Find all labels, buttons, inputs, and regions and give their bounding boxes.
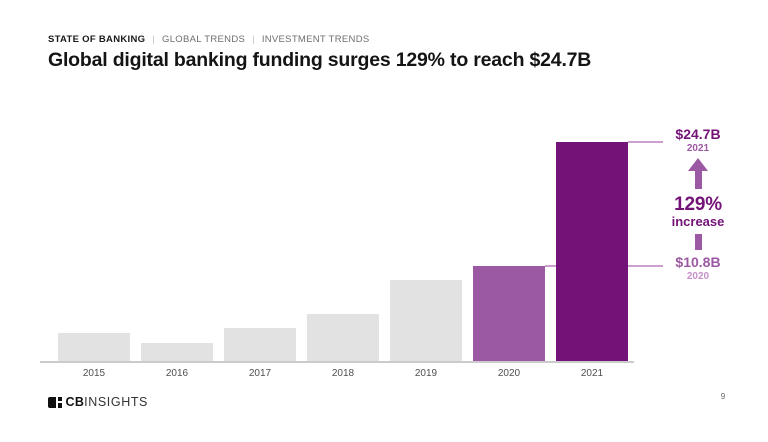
annotation-value-2021: $24.7B xyxy=(675,126,721,142)
breadcrumb-separator: | xyxy=(152,34,156,45)
pct-change-value: 129% xyxy=(674,194,722,215)
x-axis-line xyxy=(40,361,634,363)
breadcrumb-item-investment-trends: INVESTMENT TRENDS xyxy=(261,34,370,45)
arrow-shaft-lower xyxy=(694,234,702,250)
annotation-value-2020: $10.8B xyxy=(675,254,721,270)
page-number: 9 xyxy=(720,392,726,401)
x-axis-label-2020: 2020 xyxy=(497,368,521,379)
breadcrumb: STATE OF BANKING | GLOBAL TRENDS | INVES… xyxy=(48,34,370,45)
bar-2016 xyxy=(141,343,213,362)
page-title: Global digital banking funding surges 12… xyxy=(48,49,592,71)
connector-line-2021 xyxy=(628,141,663,143)
bar-2015 xyxy=(58,333,130,362)
pct-change-label: increase xyxy=(671,214,725,229)
cbinsights-logo-icon xyxy=(48,396,62,408)
cbinsights-logo-text: CBINSIGHTS xyxy=(66,395,149,409)
bar-2017 xyxy=(224,328,296,362)
x-axis-label-2015: 2015 xyxy=(82,368,106,379)
bar-2020 xyxy=(473,266,545,362)
breadcrumb-separator: | xyxy=(252,34,255,45)
logo-text-insights: INSIGHTS xyxy=(84,395,148,409)
breadcrumb-item-state-of-banking: STATE OF BANKING xyxy=(48,34,146,45)
logo-text-cb: CB xyxy=(65,395,85,409)
x-axis-label-2017: 2017 xyxy=(248,368,272,379)
arrow-up-icon xyxy=(688,158,708,171)
arrow-shaft xyxy=(694,171,702,189)
bar-2019 xyxy=(390,280,462,362)
cbinsights-logo: CBINSIGHTS xyxy=(48,395,148,409)
annotation-year-2021: 2021 xyxy=(686,143,710,154)
change-annotation: $24.7B 2021 129% increase $10.8B 2020 xyxy=(660,126,736,282)
annotation-year-2020: 2020 xyxy=(686,271,710,282)
x-axis-label-2018: 2018 xyxy=(331,368,355,379)
x-axis-label-2016: 2016 xyxy=(165,368,189,379)
bar-2021 xyxy=(556,142,628,362)
breadcrumb-item-global-trends: GLOBAL TRENDS xyxy=(162,34,246,45)
x-axis-label-2019: 2019 xyxy=(414,368,438,379)
bar-2018 xyxy=(307,314,379,362)
x-axis-label-2021: 2021 xyxy=(580,368,604,379)
